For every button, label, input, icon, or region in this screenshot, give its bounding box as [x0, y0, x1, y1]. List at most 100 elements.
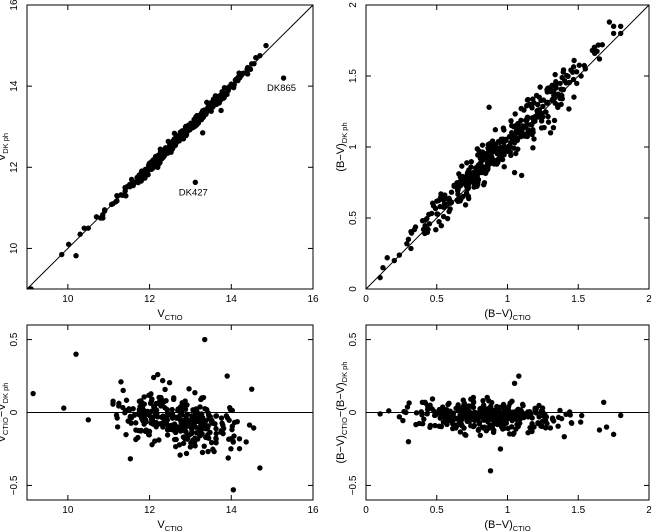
x-tick-label: 0: [363, 294, 369, 305]
data-point: [187, 444, 194, 450]
data-point: [180, 440, 187, 447]
data-point: [405, 236, 412, 242]
data-point: [191, 421, 197, 427]
data-point: [427, 424, 433, 431]
data-point: [467, 176, 473, 183]
y-tick-label: 10: [9, 242, 20, 254]
x-tick-label: 1.5: [571, 294, 585, 305]
data-point: [30, 390, 36, 397]
data-point: [202, 336, 208, 343]
x-tick-label: 12: [144, 294, 156, 305]
data-point: [487, 468, 494, 474]
data-point: [145, 431, 152, 438]
data-point: [228, 436, 234, 442]
data-point: [525, 127, 531, 133]
y-tick-label: 1.5: [348, 69, 359, 83]
data-point: [220, 425, 227, 432]
data-point: [114, 198, 120, 204]
data-point: [511, 380, 518, 387]
y-tick-label: 0.5: [348, 332, 359, 346]
data-point: [246, 422, 253, 428]
data-point: [249, 61, 255, 67]
data-point: [147, 400, 154, 407]
data-point: [469, 416, 476, 422]
data-point: [524, 117, 530, 123]
data-point: [536, 402, 542, 409]
data-point: [481, 179, 488, 186]
data-point: [220, 95, 226, 102]
data-point: [384, 255, 390, 261]
data-point: [447, 200, 454, 206]
data-point: [199, 395, 205, 401]
x-axis-title: (B−V)CTIO: [484, 308, 531, 322]
data-point: [470, 394, 477, 401]
data-point: [530, 96, 536, 102]
data-point: [183, 126, 190, 132]
data-point: [229, 423, 236, 429]
data-point: [175, 135, 181, 141]
data-point: [405, 438, 412, 445]
data-point: [192, 389, 198, 396]
data-point: [560, 86, 567, 93]
data-point: [446, 400, 452, 407]
y-axis-title: (B−V)CTIO−(B−V)DK ph: [335, 361, 349, 463]
x-tick-label: 1: [505, 505, 511, 516]
data-point: [542, 425, 549, 431]
y-axis-title: (B−V)DK ph: [335, 122, 349, 171]
data-point: [550, 418, 557, 424]
data-point: [126, 406, 132, 412]
data-point: [234, 418, 241, 425]
data-point: [426, 403, 432, 409]
data-point: [477, 155, 484, 162]
data-point: [176, 442, 183, 448]
data-point: [224, 415, 231, 421]
data-point: [576, 62, 583, 68]
data-point: [465, 195, 472, 202]
data-point: [173, 415, 180, 421]
data-point: [618, 23, 624, 29]
data-point: [421, 416, 427, 422]
data-point: [195, 115, 202, 122]
data-point: [511, 169, 518, 176]
data-point: [545, 119, 552, 125]
data-point: [153, 419, 160, 426]
data-point: [408, 245, 414, 252]
data-point: [481, 150, 487, 157]
data-point: [510, 431, 516, 437]
data-point: [479, 142, 486, 148]
data-point: [538, 118, 545, 124]
data-point: [213, 425, 219, 432]
data-point: [497, 446, 504, 452]
data-point: [461, 425, 467, 431]
data-point: [169, 406, 175, 413]
data-point: [114, 192, 120, 199]
y-tick-label: 12: [9, 161, 20, 173]
data-point: [151, 406, 158, 412]
data-point: [550, 124, 557, 131]
y-tick-label: 16: [9, 0, 20, 11]
data-point: [179, 128, 185, 134]
data-point: [257, 465, 263, 471]
data-point: [122, 184, 128, 191]
data-point: [457, 412, 463, 418]
data-point: [457, 429, 464, 435]
data-point: [136, 398, 143, 405]
data-point: [120, 404, 126, 411]
data-point: [199, 109, 206, 116]
data-point: [559, 74, 565, 81]
x-tick-label: 14: [226, 294, 238, 305]
data-point: [110, 398, 116, 404]
data-point: [155, 371, 161, 378]
data-point: [28, 286, 34, 289]
data-point: [422, 217, 429, 223]
data-point: [134, 174, 141, 181]
data-point: [488, 403, 494, 410]
data-point: [422, 223, 428, 229]
data-point: [280, 75, 287, 81]
data-point: [403, 409, 409, 416]
data-point: [561, 433, 567, 440]
data-point: [479, 424, 486, 430]
data-point: [606, 19, 613, 25]
data-point: [555, 91, 562, 97]
data-point: [236, 436, 243, 442]
